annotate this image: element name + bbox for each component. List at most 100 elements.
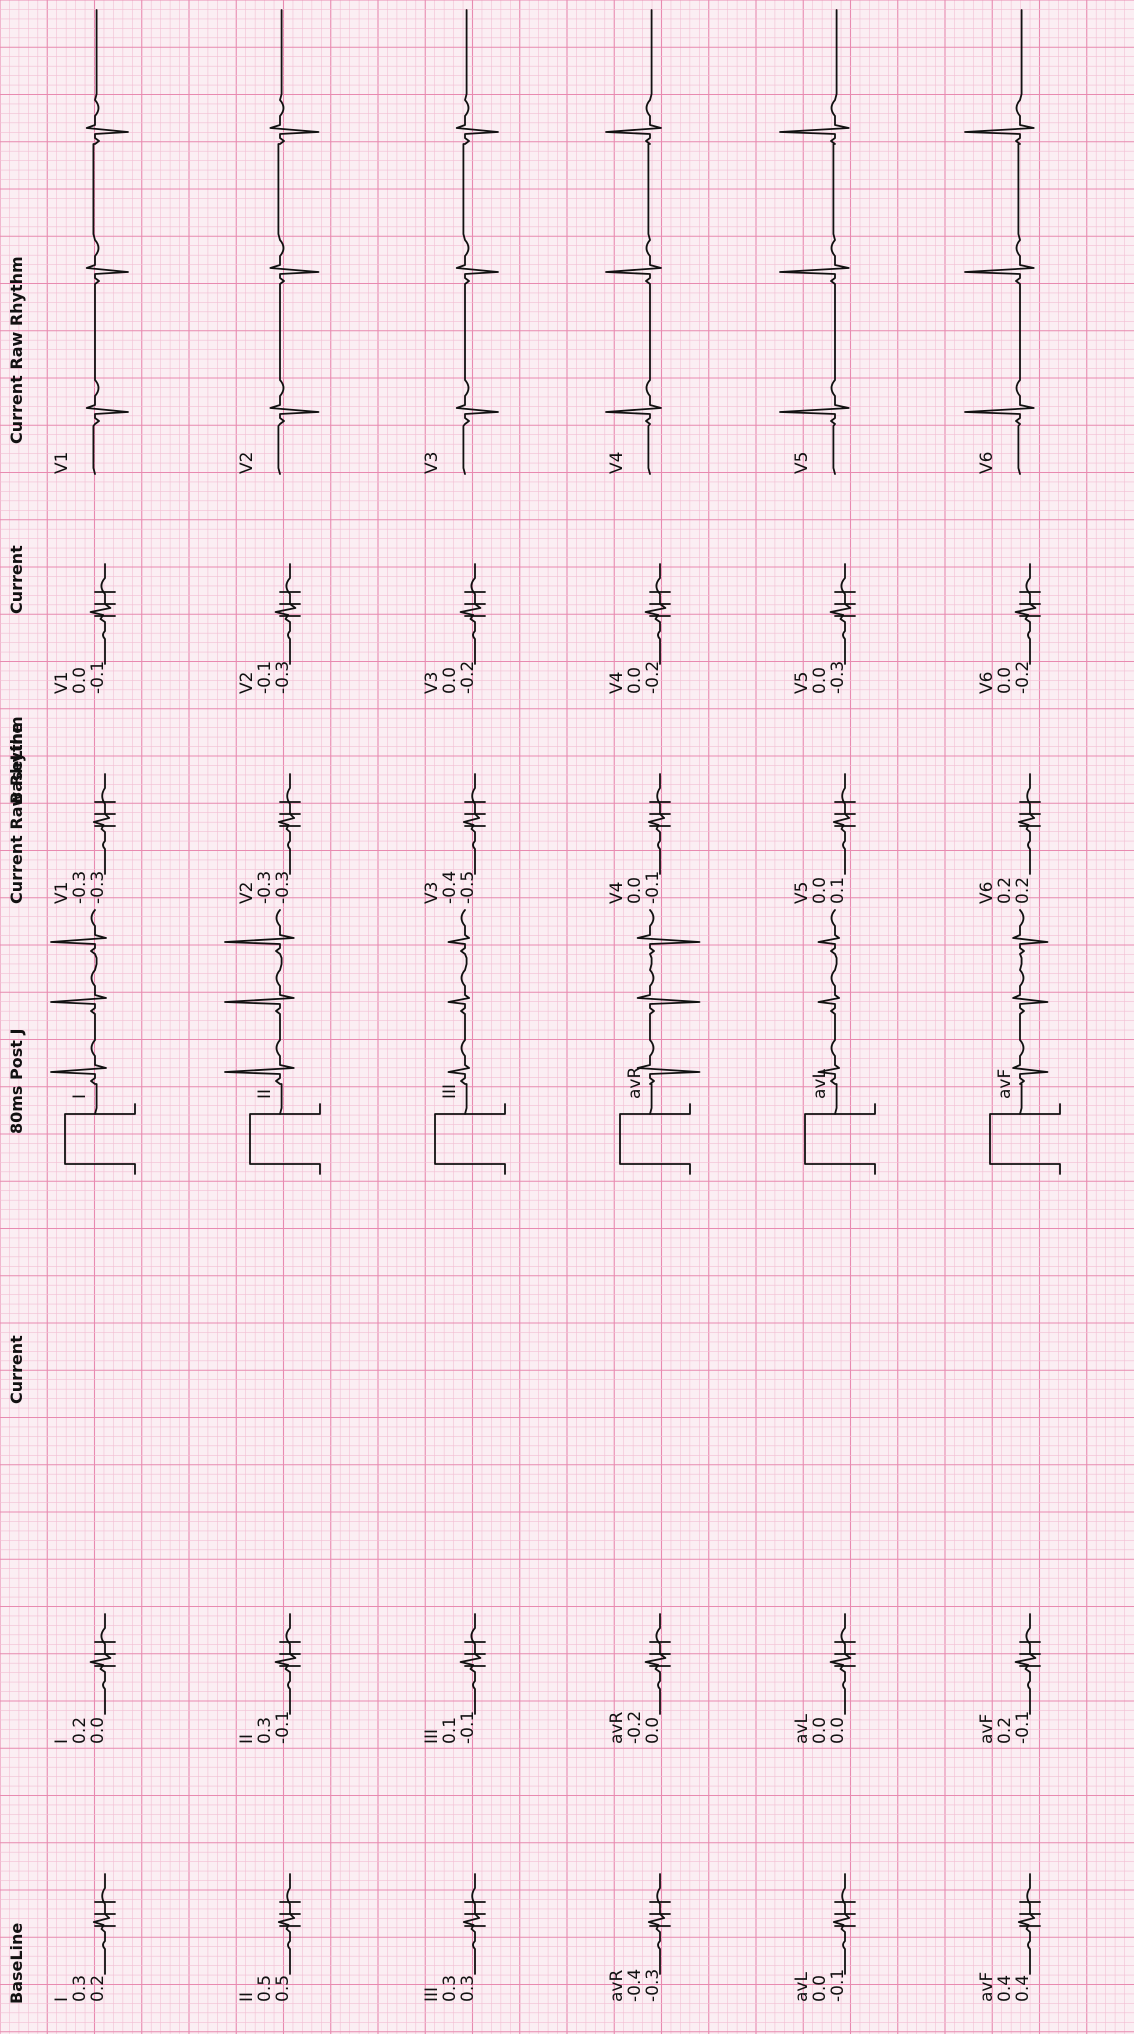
lead-label: avF	[977, 1972, 997, 2002]
lead-label: V1	[52, 882, 72, 904]
calibration-pulse	[804, 1103, 876, 1175]
baseline-marker-ticks	[1019, 801, 1041, 827]
current-value-2: -0.2	[643, 661, 663, 694]
current-marker-ticks	[279, 591, 301, 617]
current-value-2: -0.1	[458, 1711, 478, 1744]
lead-label: avF	[977, 1714, 997, 1744]
baseline-complex-trace	[92, 773, 111, 875]
baseline-marker-ticks	[94, 801, 116, 827]
current-value-1: 0.0	[625, 667, 645, 694]
baseline-complex-trace	[647, 773, 666, 875]
rhythm-strip-avr	[636, 909, 701, 1115]
calibration-pulse	[64, 1103, 136, 1175]
column-header-current-raw-rhythm: Current Raw Rhythm	[7, 716, 26, 904]
baseline-value-2: 0.2	[88, 1975, 108, 2002]
lead-label: V4	[607, 672, 627, 694]
lead-label: V6	[977, 452, 997, 474]
lead-label: V3	[422, 882, 442, 904]
lead-label: V5	[792, 452, 812, 474]
current-marker-ticks	[464, 1641, 486, 1667]
baseline-marker-ticks	[649, 1901, 671, 1927]
lead-label: avR	[607, 1712, 627, 1744]
current-complex-trace	[459, 563, 482, 665]
lead-label: II	[255, 1089, 275, 1099]
current-value-1: 0.0	[70, 667, 90, 694]
baseline-value-1: 0.0	[810, 877, 830, 904]
lead-label: III	[422, 1729, 442, 1744]
lead-label: I	[70, 1094, 90, 1099]
lead-label: V1	[52, 452, 72, 474]
current-value-1: 0.3	[255, 1717, 275, 1744]
rhythm-strip-v3	[455, 9, 499, 475]
calibration-pulse	[619, 1103, 691, 1175]
baseline-complex-trace	[647, 1873, 666, 1975]
baseline-value-1: -0.4	[625, 1969, 645, 2002]
current-value-2: -0.3	[273, 661, 293, 694]
baseline-marker-ticks	[834, 801, 856, 827]
lead-label: V3	[422, 452, 442, 474]
rhythm-strip-ii	[224, 909, 295, 1115]
current-marker-ticks	[1019, 591, 1041, 617]
current-value-2: 0.0	[88, 1717, 108, 1744]
baseline-value-1: -0.3	[70, 871, 90, 904]
current-complex-trace	[274, 1613, 297, 1715]
current-marker-ticks	[649, 1641, 671, 1667]
current-marker-ticks	[649, 591, 671, 617]
current-marker-ticks	[94, 591, 116, 617]
current-value-2: 0.0	[643, 1717, 663, 1744]
baseline-value-2: 0.4	[1013, 1975, 1033, 2002]
lead-label: avL	[792, 1714, 812, 1744]
lead-label: V3	[422, 672, 442, 694]
lead-label: V4	[607, 452, 627, 474]
current-marker-ticks	[834, 591, 856, 617]
current-complex-trace	[274, 563, 297, 665]
current-complex-trace	[1014, 563, 1037, 665]
lead-label: I	[52, 1739, 72, 1744]
baseline-value-1: 0.3	[440, 1975, 460, 2002]
rhythm-strip-v6	[964, 9, 1035, 475]
lead-label: avR	[607, 1970, 627, 2002]
baseline-value-2: -0.1	[828, 1969, 848, 2002]
baseline-value-1: 0.3	[70, 1975, 90, 2002]
current-marker-ticks	[1019, 1641, 1041, 1667]
current-marker-ticks	[464, 591, 486, 617]
column-header-current: Current	[7, 1335, 26, 1404]
baseline-marker-ticks	[94, 1901, 116, 1927]
ecg-rotated-content: BaseLine Current 80ms Post J Current Raw Rh…	[7, 9, 1061, 2004]
lead-label: avL	[792, 1972, 812, 2002]
current-value-1: -0.2	[625, 1711, 645, 1744]
rhythm-strip-v1	[85, 9, 129, 475]
rhythm-strip-iii	[447, 909, 471, 1115]
rhythm-strip-avf	[1012, 909, 1049, 1115]
baseline-complex-trace	[1017, 1873, 1036, 1975]
current-value-1: -0.1	[255, 661, 275, 694]
current-value-1: 0.0	[810, 1717, 830, 1744]
lead-label: V6	[977, 672, 997, 694]
baseline-marker-ticks	[834, 1901, 856, 1927]
lead-label: V5	[792, 672, 812, 694]
baseline-marker-ticks	[464, 1901, 486, 1927]
lead-label: avR	[625, 1067, 645, 1099]
column-header-baseline: BaseLine	[7, 1923, 26, 2004]
rhythm-strip-v4	[605, 9, 662, 475]
lead-label: I	[52, 1997, 72, 2002]
limb-lead-row-i: I0.30.2I0.20.0I	[52, 1094, 136, 2002]
baseline-complex-trace	[462, 773, 481, 875]
baseline-value-1: 0.0	[810, 1975, 830, 2002]
current-value-1: 0.2	[70, 1717, 90, 1744]
lead-label: II	[237, 1992, 257, 2002]
baseline-value-1: -0.4	[440, 871, 460, 904]
current-marker-ticks	[279, 1641, 301, 1667]
baseline-value-1: -0.3	[255, 871, 275, 904]
lead-label: V1	[52, 672, 72, 694]
baseline-complex-trace	[277, 1873, 296, 1975]
baseline-value-2: 0.3	[458, 1975, 478, 2002]
